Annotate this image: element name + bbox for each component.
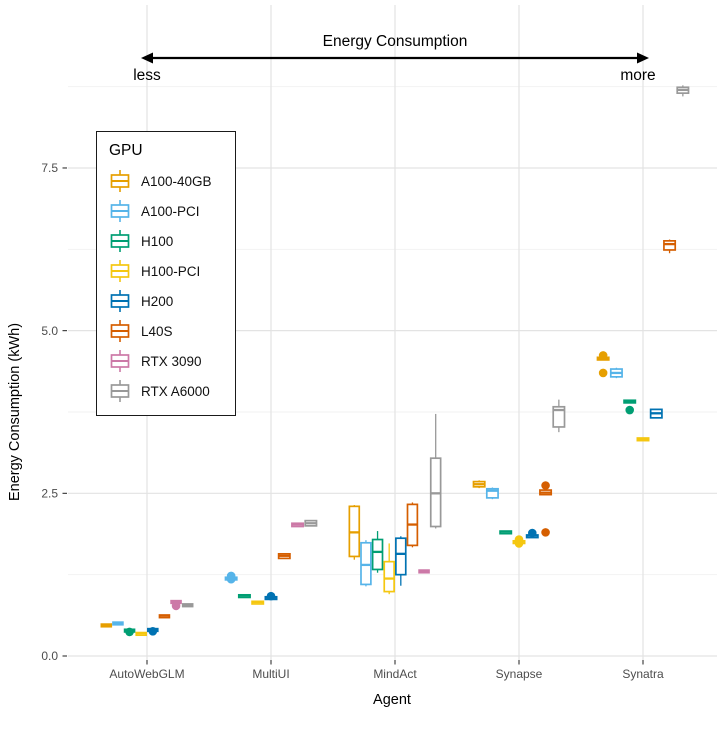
outlier-point bbox=[598, 351, 608, 360]
legend-item-rtx-3090: RTX 3090 bbox=[108, 346, 225, 376]
x-axis-title: Agent bbox=[373, 692, 411, 708]
legend-item-a100-pci: A100-PCI bbox=[108, 196, 225, 226]
legend-item-label: A100-PCI bbox=[141, 203, 200, 219]
boxplot-box bbox=[485, 487, 499, 499]
y-tick-label: 2.5 bbox=[41, 487, 58, 501]
gpu-legend: GPU A100-40GB A100-PCI H100 H100-PCI H200 L40… bbox=[96, 131, 236, 416]
boxplot-box bbox=[383, 560, 395, 593]
outlier-point bbox=[226, 571, 236, 581]
x-tick-label: Synapse bbox=[496, 667, 543, 681]
legend-item-label: H200 bbox=[141, 293, 174, 309]
x-tick-label: MultiUI bbox=[252, 667, 289, 681]
legend-item-h100: H100 bbox=[108, 226, 225, 256]
annotation-more-label: more bbox=[620, 67, 655, 84]
boxplot-box bbox=[395, 537, 407, 576]
outlier-point bbox=[541, 528, 550, 537]
boxplot-box bbox=[552, 405, 566, 428]
legend-item-a100-40gb: A100-40GB bbox=[108, 166, 225, 196]
boxplot-box bbox=[663, 240, 677, 251]
boxplot-box bbox=[360, 541, 372, 586]
legend-item-label: H100-PCI bbox=[141, 263, 201, 279]
annotation-title: Energy Consumption bbox=[323, 33, 468, 50]
legend-item-l40s: L40S bbox=[108, 316, 225, 346]
boxplot-key-icon bbox=[110, 230, 130, 252]
boxplot-key-icon bbox=[110, 170, 130, 192]
legend-item-label: RTX A6000 bbox=[141, 383, 210, 399]
x-tick-label: Synatra bbox=[622, 667, 664, 681]
outlier-point bbox=[598, 368, 608, 378]
boxplot-layer bbox=[100, 85, 690, 637]
boxplot-key-icon bbox=[110, 350, 130, 372]
outlier-point bbox=[148, 626, 158, 636]
legend-item-label: H100 bbox=[141, 233, 174, 249]
outlier-point bbox=[514, 535, 524, 544]
legend-item-rtx-a6000: RTX A6000 bbox=[108, 376, 225, 406]
outlier-point bbox=[527, 528, 537, 538]
legend-item-label: RTX 3090 bbox=[141, 353, 202, 369]
arrowhead-right-icon bbox=[637, 52, 649, 64]
annotation-less-label: less bbox=[133, 67, 161, 84]
y-tick-label: 0.0 bbox=[41, 649, 58, 663]
outlier-point bbox=[266, 591, 276, 601]
legend-item-label: L40S bbox=[141, 323, 173, 339]
legend-item-label: A100-40GB bbox=[141, 173, 212, 189]
x-tick-label: MindAct bbox=[373, 667, 417, 681]
boxplot-box bbox=[371, 538, 384, 571]
boxplot-key-icon bbox=[110, 380, 130, 402]
boxplot-key-icon bbox=[110, 260, 130, 282]
legend-item-h100-pci: H100-PCI bbox=[108, 256, 225, 286]
boxplot-key-icon bbox=[110, 320, 130, 342]
x-tick-label: AutoWebGLM bbox=[109, 667, 184, 681]
outlier-point bbox=[541, 481, 550, 490]
legend-item-h200: H200 bbox=[108, 286, 225, 316]
outlier-point bbox=[125, 627, 134, 637]
outlier-point bbox=[171, 601, 181, 611]
y-tick-label: 5.0 bbox=[41, 324, 58, 338]
arrowhead-left-icon bbox=[141, 52, 153, 64]
boxplot-key-icon bbox=[110, 290, 130, 312]
axis-layer: 0.0 2.5 5.0 7.5 AutoWebGLM MultiUI MindAct Syna… bbox=[41, 161, 664, 681]
outlier-point bbox=[625, 405, 635, 415]
legend-title: GPU bbox=[109, 142, 143, 159]
y-tick-label: 7.5 bbox=[41, 161, 58, 175]
top-annotation: Energy Consumption less more bbox=[133, 33, 655, 84]
boxplot-key-icon bbox=[110, 200, 130, 222]
y-axis-title: Energy Consumption (kWh) bbox=[7, 323, 23, 501]
